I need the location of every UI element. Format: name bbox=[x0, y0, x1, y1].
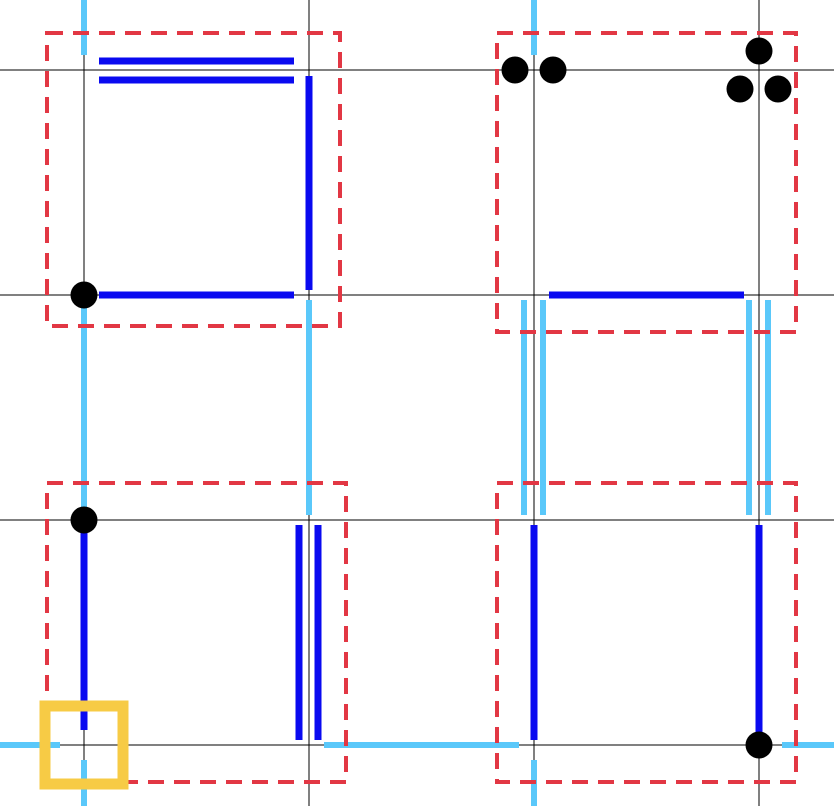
dot bbox=[70, 281, 98, 309]
selection-cursor[interactable] bbox=[39, 700, 129, 790]
region-top-right bbox=[495, 31, 798, 334]
dot bbox=[539, 56, 567, 84]
node-dots bbox=[70, 37, 792, 759]
dot bbox=[726, 75, 754, 103]
inner-edges bbox=[80, 57, 763, 740]
dot bbox=[70, 506, 98, 534]
dot bbox=[745, 731, 773, 759]
dot bbox=[501, 56, 529, 84]
region-top-left bbox=[45, 31, 342, 328]
region-bottom-right bbox=[495, 481, 798, 784]
dot bbox=[764, 75, 792, 103]
dot bbox=[745, 37, 773, 65]
region-bottom-left bbox=[45, 481, 348, 784]
regions bbox=[45, 31, 798, 784]
